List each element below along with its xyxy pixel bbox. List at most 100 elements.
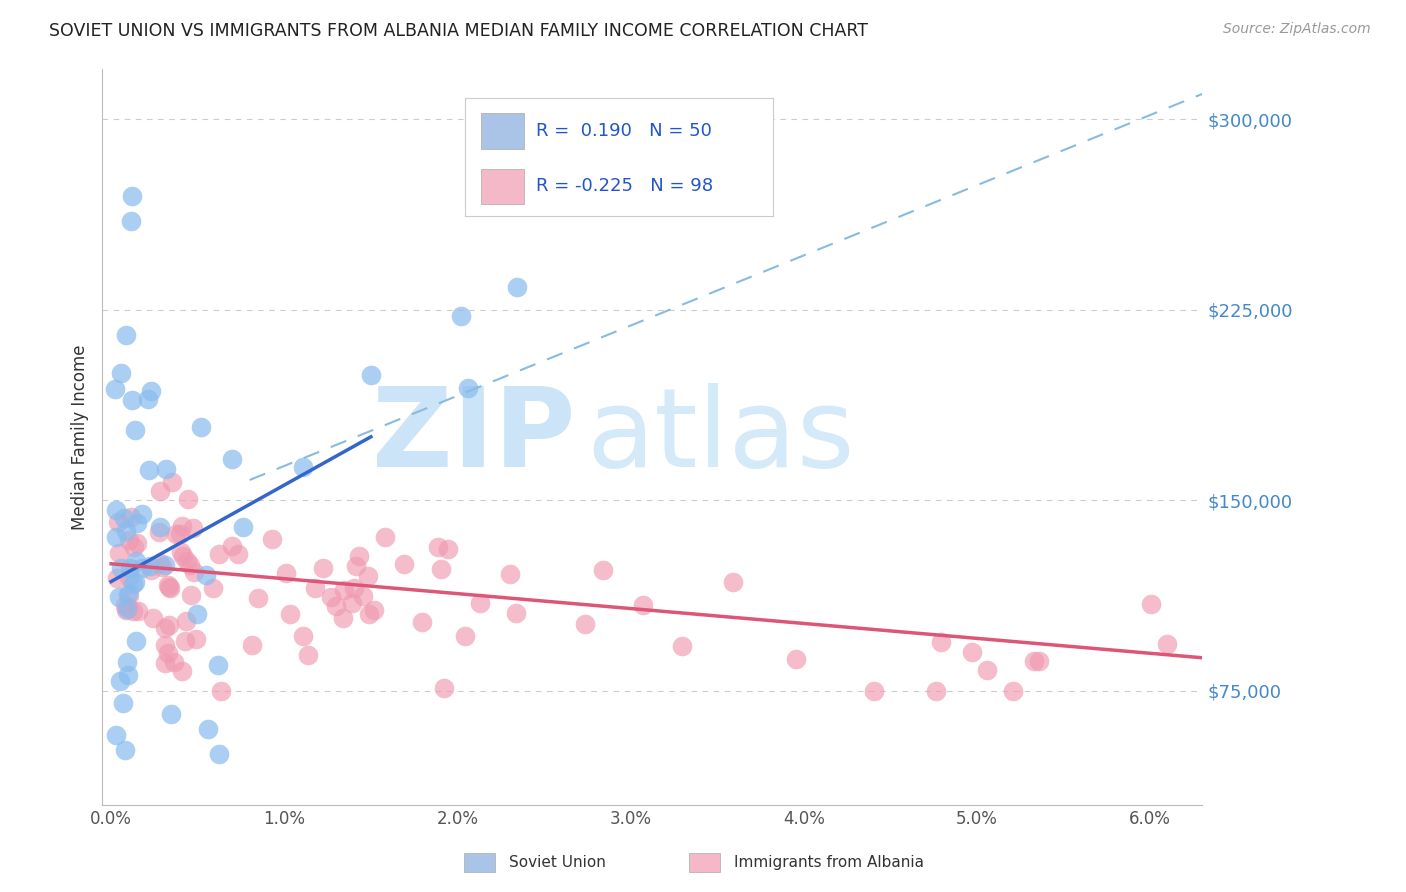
Point — [356, 569, 378, 583]
Point — [312, 561, 335, 575]
Point — [165, 527, 187, 541]
Point — [1140, 597, 1163, 611]
Point — [291, 459, 314, 474]
Point — [157, 578, 180, 592]
Point — [454, 629, 477, 643]
Point — [124, 554, 146, 568]
Point — [363, 603, 385, 617]
Point — [159, 582, 181, 596]
Point — [344, 558, 367, 573]
Point — [149, 556, 172, 570]
Point — [114, 743, 136, 757]
Point — [155, 558, 177, 572]
Point — [162, 475, 184, 490]
Point — [155, 462, 177, 476]
Point — [1001, 683, 1024, 698]
Point — [157, 618, 180, 632]
Point — [125, 634, 148, 648]
Point — [360, 368, 382, 382]
Point — [437, 541, 460, 556]
Point — [170, 545, 193, 559]
Point — [117, 600, 139, 615]
Point — [120, 214, 142, 228]
Point — [274, 566, 297, 580]
Point — [1024, 654, 1046, 668]
Point — [117, 588, 139, 602]
Point — [153, 657, 176, 671]
Point — [121, 393, 143, 408]
Point — [110, 367, 132, 381]
Point — [505, 606, 527, 620]
Point — [141, 384, 163, 398]
Point — [149, 520, 172, 534]
Point — [304, 582, 326, 596]
Point — [374, 530, 396, 544]
Point — [141, 563, 163, 577]
Point — [976, 663, 998, 677]
Point — [333, 583, 356, 598]
Text: ZIP: ZIP — [373, 384, 575, 491]
Point — [392, 557, 415, 571]
Point — [142, 610, 165, 624]
Point — [499, 566, 522, 581]
Point — [172, 549, 194, 563]
Point — [278, 607, 301, 622]
Point — [138, 558, 160, 573]
Text: SOVIET UNION VS IMMIGRANTS FROM ALBANIA MEDIAN FAMILY INCOME CORRELATION CHART: SOVIET UNION VS IMMIGRANTS FROM ALBANIA … — [49, 22, 869, 40]
Point — [156, 646, 179, 660]
Point — [221, 452, 243, 467]
Text: Source: ZipAtlas.com: Source: ZipAtlas.com — [1223, 22, 1371, 37]
Point — [170, 518, 193, 533]
Point — [122, 540, 145, 554]
Point — [929, 634, 952, 648]
Point — [138, 463, 160, 477]
Point — [114, 524, 136, 538]
Point — [177, 491, 200, 506]
Point — [592, 563, 614, 577]
Point — [186, 607, 208, 621]
Point — [574, 616, 596, 631]
Point — [226, 547, 249, 561]
Point — [108, 590, 131, 604]
Point — [115, 602, 138, 616]
Point — [960, 645, 983, 659]
Text: Immigrants from Albania: Immigrants from Albania — [734, 855, 924, 870]
Point — [291, 629, 314, 643]
Point — [105, 728, 128, 742]
Point — [347, 549, 370, 563]
Point — [108, 673, 131, 688]
Point — [468, 596, 491, 610]
Point — [319, 590, 342, 604]
Point — [202, 581, 225, 595]
Point — [131, 560, 153, 574]
Point — [359, 607, 381, 622]
Point — [105, 503, 128, 517]
Point — [325, 599, 347, 613]
Point — [194, 568, 217, 582]
Point — [343, 582, 366, 596]
Point — [332, 611, 354, 625]
Point — [208, 747, 231, 762]
Point — [505, 280, 527, 294]
Point — [131, 507, 153, 521]
Point — [174, 614, 197, 628]
Point — [127, 536, 149, 550]
Point — [115, 328, 138, 343]
Point — [148, 483, 170, 498]
Point — [262, 532, 284, 546]
Point — [179, 558, 201, 572]
Point — [163, 655, 186, 669]
Point — [120, 510, 142, 524]
Point — [426, 540, 449, 554]
Point — [209, 683, 232, 698]
Point — [170, 665, 193, 679]
Point — [112, 697, 135, 711]
Point — [114, 603, 136, 617]
Point — [197, 722, 219, 736]
Point — [176, 553, 198, 567]
Point — [121, 188, 143, 202]
Point — [785, 651, 807, 665]
Point — [112, 511, 135, 525]
Point — [153, 638, 176, 652]
Point — [433, 681, 456, 695]
